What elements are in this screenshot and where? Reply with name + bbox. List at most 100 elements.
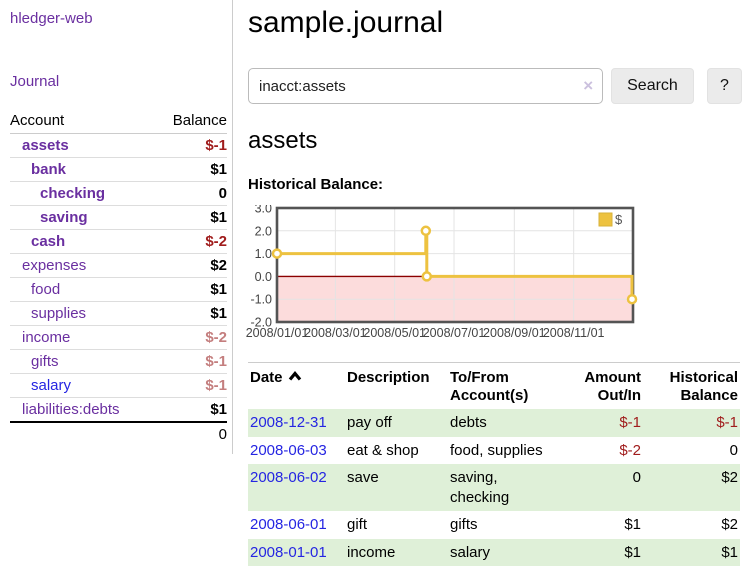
transaction-description: gift bbox=[347, 516, 368, 533]
svg-text:2008/07/01: 2008/07/01 bbox=[423, 326, 486, 340]
transaction-row: 2008-06-02 save saving, checking 0 $2 bbox=[248, 464, 740, 511]
svg-text:2.0: 2.0 bbox=[255, 224, 272, 238]
transaction-row: 2008-06-01 gift gifts $1 $2 bbox=[248, 511, 740, 539]
account-link[interactable]: salary bbox=[31, 377, 72, 394]
accounts-header-balance: Balance bbox=[155, 109, 227, 134]
accounts-table: Account Balance assets $-1 bank $1 check… bbox=[10, 109, 227, 446]
transaction-date-link[interactable]: 2008-12-31 bbox=[250, 414, 327, 431]
transaction-date-link[interactable]: 2008-06-02 bbox=[250, 469, 327, 486]
accounts-total-row: 0 bbox=[10, 421, 227, 446]
account-link[interactable]: income bbox=[22, 329, 71, 346]
clear-search-icon[interactable]: × bbox=[583, 76, 594, 95]
account-cell: checking bbox=[10, 181, 156, 206]
transaction-balance: $-1 bbox=[716, 414, 738, 431]
svg-text:2008/01/01: 2008/01/01 bbox=[246, 326, 309, 340]
transaction-date-link[interactable]: 2008-01-01 bbox=[250, 543, 327, 561]
search-input[interactable] bbox=[248, 68, 604, 104]
transactions-header-balance: Historical Balance bbox=[669, 369, 738, 404]
account-link[interactable]: expenses bbox=[22, 257, 87, 274]
account-cell: liabilities:debts bbox=[10, 397, 156, 422]
account-link[interactable]: food bbox=[31, 281, 61, 298]
account-link[interactable]: saving bbox=[40, 209, 88, 226]
account-row: supplies $1 bbox=[10, 301, 227, 326]
transaction-date-cell: 2008-06-03 bbox=[248, 437, 345, 465]
account-cell: income bbox=[10, 325, 156, 350]
account-balance: $1 bbox=[155, 301, 227, 326]
transaction-amount: $-2 bbox=[619, 441, 641, 459]
transaction-balance: $1 bbox=[721, 543, 738, 561]
transaction-date-cell: 2008-12-31 bbox=[248, 409, 345, 437]
transaction-date-link[interactable]: 2008-06-01 bbox=[250, 516, 327, 533]
chart-label: Historical Balance: bbox=[248, 176, 384, 193]
transactions-header-date[interactable]: Date bbox=[248, 363, 345, 410]
help-button[interactable]: ? bbox=[706, 68, 742, 104]
account-row: income $-2 bbox=[10, 325, 227, 350]
account-balance: $-1 bbox=[155, 349, 227, 374]
transaction-description: save bbox=[347, 469, 379, 486]
account-balance: $1 bbox=[155, 205, 227, 230]
transaction-row: 2008-12-31 pay off debts $-1 $-1 bbox=[248, 409, 740, 437]
account-balance: $-2 bbox=[155, 325, 227, 350]
account-row: bank $1 bbox=[10, 157, 227, 182]
account-row: salary $-1 bbox=[10, 373, 227, 398]
account-link[interactable]: cash bbox=[31, 233, 66, 250]
transaction-accounts: salary bbox=[450, 543, 491, 561]
balance-chart[interactable]: 3.0 2.0 1.0 0.0 -1.0 -2.0 2008/01/01 2008/03/01… bbox=[241, 202, 742, 346]
accounts-table-body: assets $-1 bank $1 checking 0 saving $1 … bbox=[10, 133, 227, 422]
account-row: assets $-1 bbox=[10, 133, 227, 158]
account-link[interactable]: checking bbox=[40, 185, 106, 202]
account-title: assets bbox=[248, 127, 318, 154]
transactions-table-body: 2008-12-31 pay off debts $-1 $-1 2008-06… bbox=[248, 409, 740, 566]
svg-text:-1.0: -1.0 bbox=[250, 293, 272, 307]
transaction-description: pay off bbox=[347, 414, 392, 431]
transactions-header-row: Date Description To/From Account(s) Amou… bbox=[248, 363, 740, 410]
account-row: food $1 bbox=[10, 277, 227, 302]
account-row: expenses $2 bbox=[10, 253, 227, 278]
transaction-row: 2008-06-03 eat & shop food, supplies $-2… bbox=[248, 437, 740, 465]
transaction-balance: $2 bbox=[721, 469, 738, 486]
main-content: sample.journal × Search ? assets Histori… bbox=[233, 0, 742, 566]
transactions-table: Date Description To/From Account(s) Amou… bbox=[248, 362, 740, 566]
transaction-amount: $-1 bbox=[619, 414, 641, 431]
account-cell: supplies bbox=[10, 301, 156, 326]
transaction-amount: $1 bbox=[624, 543, 641, 561]
svg-text:2008/09/01: 2008/09/01 bbox=[483, 326, 546, 340]
account-link[interactable]: supplies bbox=[31, 305, 87, 322]
page-title: sample.journal bbox=[248, 6, 444, 39]
accounts-total-value: 0 bbox=[155, 421, 227, 446]
account-row: liabilities:debts $1 bbox=[10, 397, 227, 422]
page: hledger-web Journal Account Balance asse… bbox=[10, 0, 742, 566]
account-link[interactable]: gifts bbox=[31, 353, 59, 370]
transaction-date-cell: 2008-06-02 bbox=[248, 464, 345, 511]
sidebar-item-journal[interactable]: Journal bbox=[10, 73, 60, 90]
account-row: checking 0 bbox=[10, 181, 227, 206]
transactions-header-description: Description bbox=[347, 369, 430, 386]
transaction-accounts: gifts bbox=[450, 516, 478, 533]
account-balance: $1 bbox=[155, 157, 227, 182]
accounts-header-account: Account bbox=[10, 109, 156, 134]
account-cell: bank bbox=[10, 157, 156, 182]
svg-text:0.0: 0.0 bbox=[255, 270, 272, 284]
transaction-date-cell: 2008-06-01 bbox=[248, 511, 345, 539]
account-balance: $1 bbox=[155, 277, 227, 302]
transactions-header-accounts: To/From Account(s) bbox=[450, 369, 529, 404]
app-title-link[interactable]: hledger-web bbox=[10, 10, 93, 27]
account-link[interactable]: liabilities:debts bbox=[22, 401, 120, 418]
transaction-balance: $2 bbox=[721, 516, 738, 533]
transaction-description: eat & shop bbox=[347, 441, 419, 459]
account-balance: 0 bbox=[155, 181, 227, 206]
search-button[interactable]: Search bbox=[611, 68, 694, 104]
account-cell: assets bbox=[10, 133, 156, 158]
transaction-accounts: food, supplies bbox=[450, 441, 543, 459]
account-link[interactable]: assets bbox=[22, 137, 69, 154]
transaction-date-cell: 2008-01-01 bbox=[248, 539, 345, 567]
sort-ascending-icon bbox=[288, 371, 301, 381]
account-row: gifts $-1 bbox=[10, 349, 227, 374]
account-balance: $-1 bbox=[155, 133, 227, 158]
account-balance: $1 bbox=[155, 397, 227, 422]
transaction-accounts: debts bbox=[450, 414, 487, 431]
account-cell: food bbox=[10, 277, 156, 302]
transaction-date-link[interactable]: 2008-06-03 bbox=[250, 441, 327, 459]
accounts-header-row: Account Balance bbox=[10, 109, 227, 134]
account-link[interactable]: bank bbox=[31, 161, 67, 178]
